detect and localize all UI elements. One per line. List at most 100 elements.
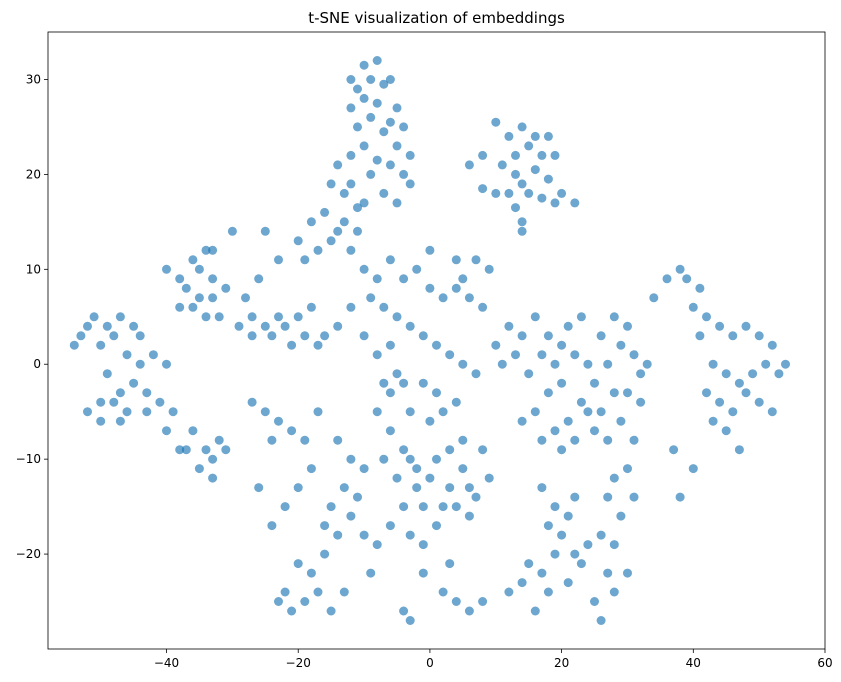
- data-point: [346, 75, 356, 84]
- data-point: [570, 435, 580, 445]
- data-point: [504, 587, 514, 597]
- data-point: [306, 302, 316, 312]
- data-point: [372, 540, 382, 550]
- data-point: [320, 549, 330, 559]
- data-point: [511, 350, 520, 360]
- data-point: [372, 98, 382, 108]
- data-point: [623, 321, 632, 331]
- data-point: [425, 473, 435, 483]
- data-point: [326, 236, 336, 246]
- data-point: [530, 165, 540, 175]
- data-point: [484, 264, 494, 274]
- data-point: [201, 445, 211, 455]
- data-point: [379, 302, 389, 312]
- data-point: [326, 606, 336, 616]
- data-point: [445, 445, 455, 455]
- data-point: [767, 407, 777, 417]
- data-point: [557, 530, 567, 540]
- data-point: [464, 606, 474, 616]
- data-point: [385, 340, 395, 350]
- data-point: [557, 445, 567, 455]
- data-point: [181, 445, 191, 455]
- data-point: [596, 407, 606, 417]
- data-point: [306, 568, 316, 578]
- data-point: [550, 198, 560, 208]
- data-point: [69, 340, 79, 350]
- data-point: [774, 369, 784, 379]
- data-point: [603, 435, 613, 445]
- data-point: [320, 331, 330, 341]
- data-point: [392, 103, 402, 113]
- data-point: [517, 179, 527, 189]
- data-point: [399, 606, 409, 616]
- data-point: [504, 188, 514, 198]
- data-point: [754, 397, 764, 407]
- data-point: [642, 359, 652, 369]
- data-point: [326, 502, 336, 512]
- data-point: [392, 473, 402, 483]
- data-point: [214, 312, 224, 322]
- data-point: [346, 150, 356, 160]
- data-point: [432, 340, 441, 350]
- data-point: [662, 274, 672, 284]
- data-point: [109, 397, 119, 407]
- data-point: [385, 426, 395, 436]
- data-point: [517, 331, 527, 341]
- data-point: [129, 321, 139, 331]
- data-point: [359, 141, 369, 151]
- data-point: [379, 378, 389, 388]
- data-point: [754, 331, 764, 341]
- x-tick-label: −40: [154, 656, 179, 670]
- data-point: [629, 492, 639, 502]
- data-point: [287, 606, 297, 616]
- data-point: [530, 131, 540, 141]
- data-point: [517, 217, 527, 227]
- data-point: [537, 435, 547, 445]
- chart-title: t-SNE visualization of embeddings: [308, 9, 565, 27]
- data-point: [333, 160, 343, 170]
- data-point: [563, 511, 573, 521]
- data-point: [168, 407, 178, 417]
- data-point: [609, 540, 619, 550]
- data-point: [287, 426, 297, 436]
- data-point: [688, 464, 698, 474]
- data-point: [616, 511, 626, 521]
- data-point: [135, 359, 145, 369]
- data-point: [464, 293, 474, 303]
- data-point: [464, 511, 474, 521]
- data-point: [412, 264, 422, 274]
- data-point: [260, 226, 270, 236]
- data-point: [385, 117, 395, 127]
- data-point: [412, 464, 422, 474]
- data-point: [208, 454, 218, 464]
- data-point: [576, 559, 586, 569]
- data-point: [346, 454, 356, 464]
- data-point: [155, 397, 165, 407]
- data-point: [208, 293, 218, 303]
- data-point: [425, 283, 435, 293]
- data-point: [399, 169, 409, 179]
- data-point: [761, 359, 771, 369]
- y-tick-label: −20: [16, 547, 41, 561]
- data-point: [333, 226, 343, 236]
- data-point: [122, 407, 132, 417]
- data-point: [458, 359, 468, 369]
- data-point: [313, 245, 323, 255]
- data-point: [359, 264, 369, 274]
- data-point: [478, 445, 488, 455]
- data-point: [385, 388, 395, 398]
- data-point: [511, 169, 520, 179]
- data-point: [115, 312, 125, 322]
- data-point: [583, 407, 593, 417]
- x-tick-label: −20: [286, 656, 311, 670]
- data-point: [570, 549, 580, 559]
- data-point: [734, 378, 744, 388]
- data-point: [306, 464, 316, 474]
- data-point: [102, 369, 112, 379]
- data-point: [478, 150, 488, 160]
- data-point: [576, 312, 586, 322]
- data-point: [432, 521, 441, 531]
- data-point: [629, 350, 639, 360]
- data-point: [669, 445, 679, 455]
- data-point: [405, 530, 415, 540]
